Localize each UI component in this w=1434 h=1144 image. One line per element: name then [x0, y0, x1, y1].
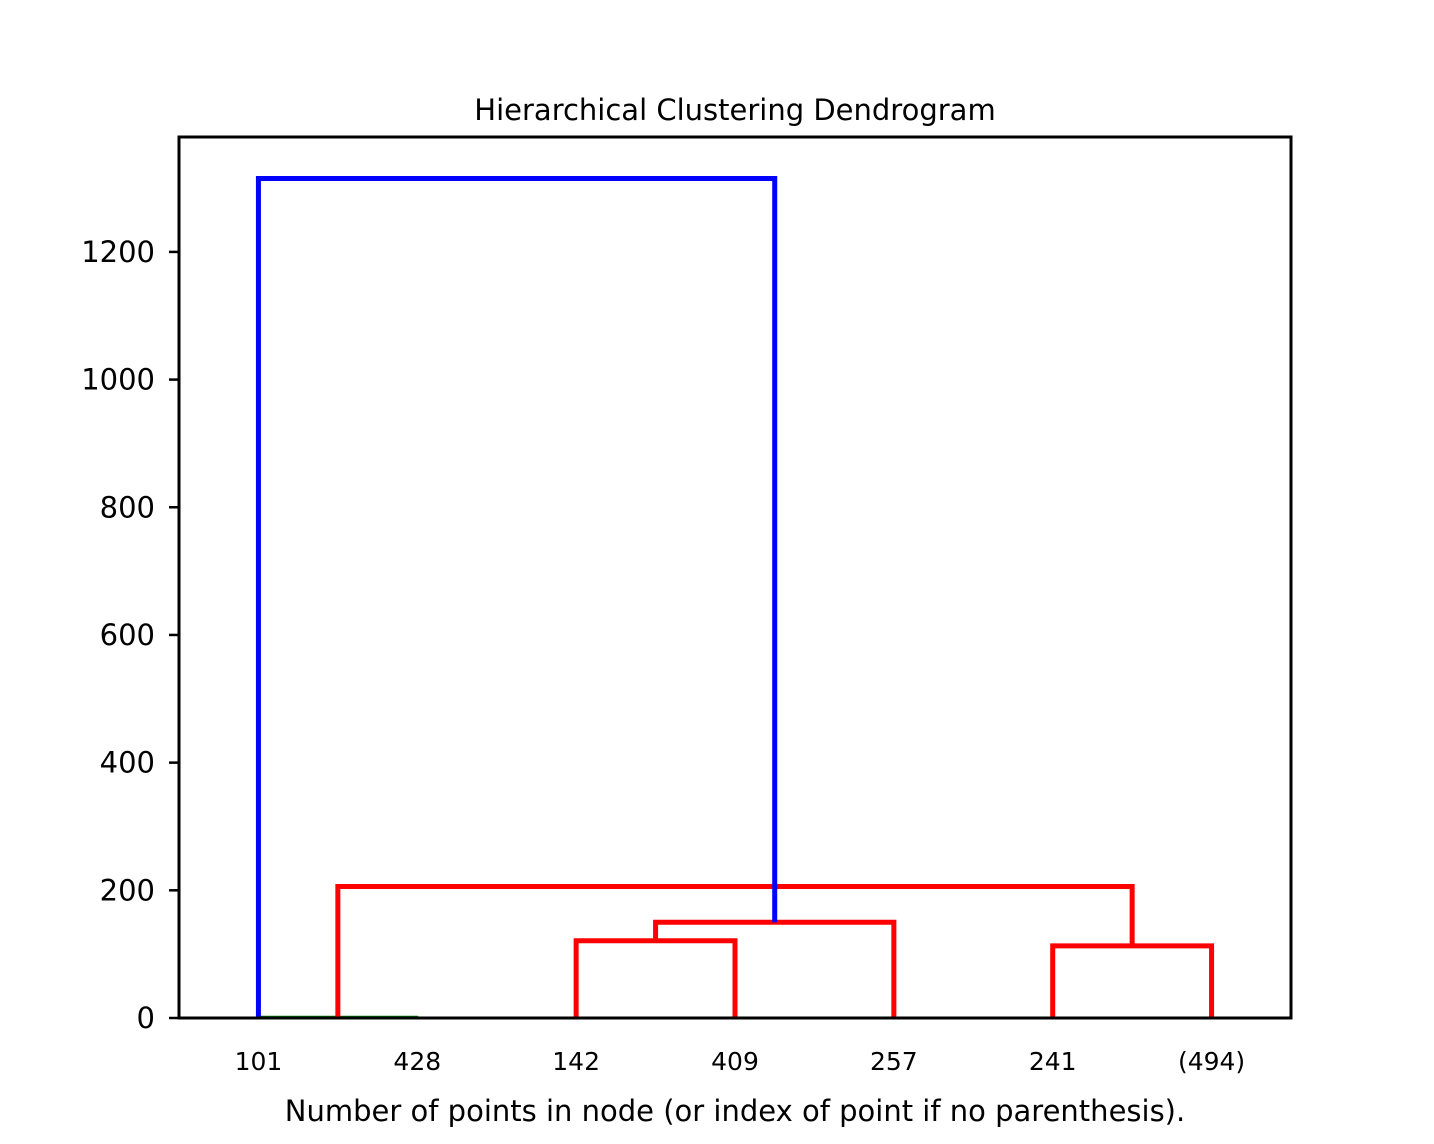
y-tick-label-600: 600	[100, 618, 155, 652]
x-leaf-label-5: 241	[1029, 1047, 1077, 1076]
x-leaf-label-6: (494)	[1178, 1047, 1245, 1076]
y-tick-label-1200: 1200	[81, 235, 155, 269]
x-leaf-label-1: 428	[393, 1047, 441, 1076]
x-axis-label: Number of points in node (or index of po…	[285, 1094, 1185, 1128]
plot-frame	[177, 135, 1293, 1020]
dendrogram-links	[255, 175, 1215, 1018]
x-leaf-label-3: 409	[711, 1047, 759, 1076]
x-leaf-label-4: 257	[870, 1047, 918, 1076]
y-tick-label-0: 0	[137, 1001, 155, 1035]
chart-title: Hierarchical Clustering Dendrogram	[474, 93, 995, 127]
dendrogram-link-4	[335, 883, 1135, 1017]
y-tick-label-400: 400	[100, 746, 155, 780]
y-tick-label-200: 200	[100, 873, 155, 907]
x-leaf-label-2: 142	[552, 1047, 600, 1076]
x-leaf-label-0: 101	[235, 1047, 283, 1076]
y-tick-label-800: 800	[100, 490, 155, 524]
dendrogram-link-2	[1050, 943, 1215, 1018]
dendrogram-link-1	[573, 938, 738, 1018]
y-tick-label-1000: 1000	[81, 363, 155, 397]
y-axis: 0 200 400 600 800 1000 1200	[81, 235, 179, 1035]
dendrogram-link-3	[653, 919, 897, 1018]
dendrogram-link-5	[255, 175, 778, 1018]
x-axis: 101 428 142 409 257 241 (494)	[235, 1047, 1246, 1076]
